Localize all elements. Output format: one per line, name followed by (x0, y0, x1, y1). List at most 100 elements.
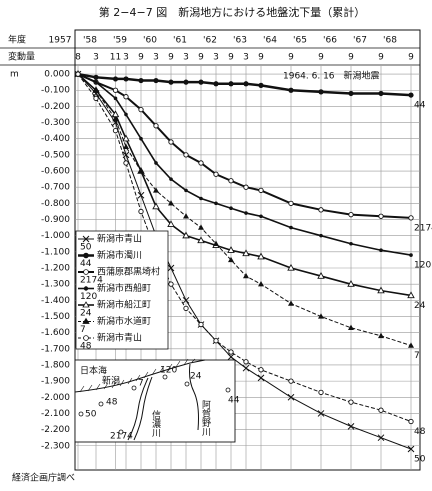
legend-marker (82, 235, 90, 243)
y-tick-label: -0.100 (41, 86, 70, 96)
marker (287, 263, 295, 271)
legend-number: 7 (80, 325, 86, 335)
year-label: '63 (233, 36, 247, 46)
marker (378, 213, 384, 219)
marker (288, 87, 294, 93)
marker (138, 167, 144, 174)
marker (377, 434, 385, 442)
legend-marker (83, 286, 89, 291)
marker (258, 367, 264, 373)
marker (213, 81, 219, 87)
marker (242, 249, 250, 257)
marker (213, 171, 219, 177)
map-label: 日本海 (80, 365, 107, 377)
marker (213, 240, 219, 246)
marker (153, 77, 159, 84)
marker (243, 272, 249, 279)
marker (242, 364, 250, 372)
annotation: 1964. 6. 16 新潟地震 (283, 70, 380, 82)
marker (122, 134, 130, 142)
marker (228, 256, 234, 263)
marker (228, 178, 234, 184)
marker (122, 151, 130, 159)
year-label: 1957 (49, 36, 72, 46)
year-label: '67 (353, 36, 367, 46)
y-tick-label: -2.300 (41, 441, 70, 451)
marker (288, 378, 294, 384)
year-label: '61 (173, 36, 187, 46)
y-tick-label: -0.800 (41, 199, 70, 209)
marker (198, 321, 204, 328)
marker (318, 207, 324, 213)
end-label: 120 (414, 261, 431, 271)
marker (113, 96, 118, 101)
marker (258, 187, 264, 194)
x-axis-label: 年度 (8, 34, 26, 46)
x-tick-label: 3 (213, 53, 219, 63)
x-tick-label: 9 (348, 53, 354, 63)
marker (228, 349, 234, 355)
x-tick-label: 3 (123, 53, 129, 63)
marker (167, 220, 175, 228)
marker (227, 353, 235, 361)
year-label: '62 (203, 36, 217, 46)
y-tick-label: 0.000 (44, 70, 70, 80)
marker (112, 127, 119, 134)
map-label: 阿賀野川 (200, 400, 211, 436)
year-label: '60 (143, 36, 157, 46)
x-tick-label: 11 (110, 53, 121, 63)
y-tick-label: -1.900 (41, 377, 70, 387)
marker (347, 280, 355, 287)
plot-frame (74, 29, 421, 471)
marker (318, 313, 324, 319)
legend-box (75, 230, 169, 350)
marker (407, 291, 415, 299)
y-tick-label: -1.000 (41, 231, 70, 241)
x-tick-label: 3 (93, 53, 99, 63)
marker (349, 241, 353, 246)
marker (214, 201, 218, 206)
marker (378, 90, 384, 97)
legend-marker (83, 335, 89, 341)
x-tick-label: 9 (288, 53, 294, 63)
y-tick-label: -1.500 (41, 312, 70, 322)
end-label: 24 (414, 301, 426, 311)
map-station (98, 401, 104, 407)
marker (123, 76, 129, 82)
marker (257, 252, 265, 260)
y-tick-label: -2.200 (41, 425, 70, 435)
line (77, 73, 412, 297)
marker (197, 236, 205, 244)
legend-marker (83, 252, 89, 259)
marker (112, 76, 119, 82)
map-label: 24 (190, 372, 202, 382)
map-label: 7 (138, 379, 144, 389)
marker (348, 399, 354, 405)
legend-label: 新潟市西船町 (97, 282, 151, 294)
map-station (78, 411, 84, 417)
y-tick-label: -1.100 (41, 247, 70, 257)
marker (408, 215, 414, 221)
marker (257, 374, 265, 382)
marker (287, 393, 295, 401)
marker (138, 208, 144, 215)
legend-number: 44 (80, 259, 92, 269)
x-tick-label: 3 (243, 53, 249, 63)
legend-marker (82, 301, 90, 308)
x-tick-label: 9 (138, 53, 144, 63)
marker (112, 87, 119, 93)
coastline (74, 359, 206, 393)
legend-number: 120 (80, 292, 97, 302)
year-label: '64 (263, 36, 277, 46)
source: 経済企画庁調べ (12, 472, 75, 484)
marker (93, 95, 99, 101)
legend-label: 新潟市青山 (97, 233, 142, 245)
x-tick-label: 9 (168, 53, 174, 63)
year-label: '66 (323, 36, 337, 46)
marker (168, 281, 174, 287)
y-unit: m (10, 70, 19, 80)
marker (198, 160, 204, 166)
marker (154, 161, 158, 165)
